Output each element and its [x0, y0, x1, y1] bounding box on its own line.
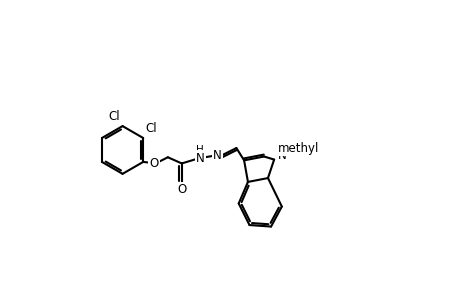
Text: N: N: [277, 149, 285, 162]
Text: O: O: [149, 157, 158, 170]
Text: methyl: methyl: [278, 142, 319, 154]
Text: H: H: [196, 145, 204, 155]
Text: N: N: [196, 152, 204, 164]
Text: N: N: [213, 149, 221, 162]
Text: Cl: Cl: [145, 122, 157, 135]
Text: O: O: [177, 183, 186, 196]
Text: Cl: Cl: [108, 110, 120, 123]
